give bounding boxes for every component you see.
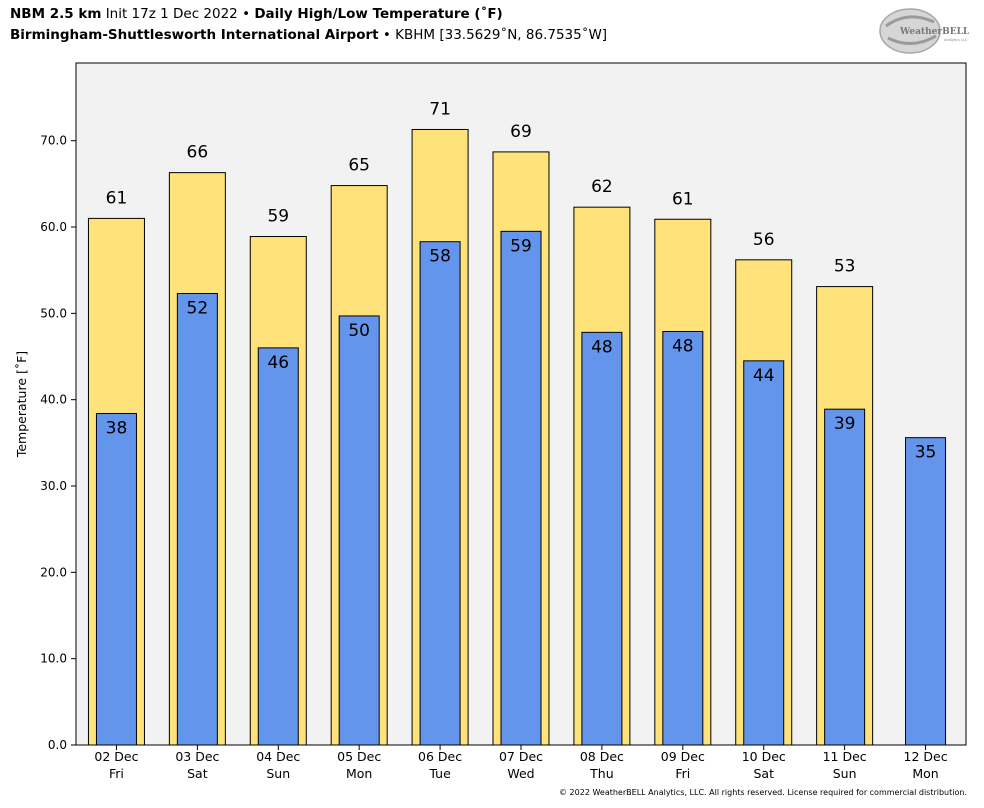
station-info: KBHM [33.5629˚N, 86.7535˚W]	[395, 27, 608, 43]
y-tick-label: 50.0	[40, 306, 67, 320]
low-value-label: 44	[753, 366, 775, 386]
low-bar	[824, 408, 866, 746]
low-value-label: 59	[510, 236, 532, 256]
x-tick-label-day: Sun	[266, 766, 290, 781]
x-tick-label-date: 05 Dec	[337, 749, 381, 764]
x-tick-label-day: Thu	[589, 766, 613, 781]
weatherbell-logo: WeatherBELL Analytics LLC	[878, 6, 970, 56]
x-tick-label-day: Mon	[912, 766, 938, 781]
y-tick-label: 20.0	[40, 565, 67, 579]
low-value-label: 38	[106, 418, 128, 438]
high-value-label: 61	[106, 188, 128, 208]
x-tick-label-date: 10 Dec	[742, 749, 786, 764]
low-value-label: 58	[429, 247, 451, 267]
x-tick-label-day: Sat	[187, 766, 208, 781]
low-value-label: 35	[915, 443, 937, 463]
low-bar	[419, 241, 461, 746]
low-value-label: 52	[187, 298, 209, 318]
x-tick-label-date: 03 Dec	[175, 749, 219, 764]
high-value-label: 53	[834, 257, 856, 277]
x-tick-label-day: Fri	[109, 766, 124, 781]
svg-text:WeatherBELL: WeatherBELL	[899, 27, 970, 37]
x-tick-label-day: Wed	[507, 766, 534, 781]
high-value-label: 62	[591, 177, 613, 197]
init-time: Init 17z 1 Dec 2022	[105, 6, 238, 22]
low-bar	[500, 230, 542, 746]
x-tick-label-date: 09 Dec	[661, 749, 705, 764]
model-name: NBM 2.5 km	[10, 6, 102, 22]
y-tick-label: 70.0	[40, 134, 67, 148]
product-name: Daily High/Low Temperature (˚F)	[254, 6, 503, 22]
chart-title-line2: Birmingham-Shuttlesworth International A…	[10, 27, 607, 43]
low-bar	[581, 331, 623, 746]
y-axis-label: Temperature [˚F]	[14, 351, 29, 458]
x-tick-label-date: 11 Dec	[823, 749, 867, 764]
x-tick-label-day: Sun	[833, 766, 857, 781]
x-tick-label-date: 06 Dec	[418, 749, 462, 764]
low-value-label: 46	[267, 353, 289, 373]
y-tick-label: 10.0	[40, 652, 67, 666]
low-bar	[338, 315, 380, 746]
copyright-notice: © 2022 WeatherBELL Analytics, LLC. All r…	[559, 788, 967, 797]
y-tick-label: 30.0	[40, 479, 67, 493]
low-bar	[662, 330, 704, 746]
low-bar	[743, 360, 785, 746]
x-tick-label-date: 12 Dec	[904, 749, 948, 764]
low-value-label: 39	[834, 414, 856, 434]
chart-title-line1: NBM 2.5 km Init 17z 1 Dec 2022 • Daily H…	[10, 6, 503, 22]
high-value-label: 71	[429, 99, 451, 119]
x-tick-label-day: Tue	[428, 766, 451, 781]
low-bar	[176, 292, 218, 746]
high-value-label: 69	[510, 122, 532, 142]
svg-text:Analytics LLC: Analytics LLC	[944, 38, 968, 42]
x-tick-label-date: 02 Dec	[94, 749, 138, 764]
low-value-label: 48	[591, 337, 613, 357]
x-tick-label-date: 08 Dec	[580, 749, 624, 764]
y-tick-label: 0.0	[48, 738, 67, 752]
x-tick-label-date: 04 Dec	[256, 749, 300, 764]
high-value-label: 66	[187, 143, 209, 163]
low-bar	[905, 437, 947, 746]
low-bar	[95, 412, 137, 746]
high-value-label: 65	[348, 156, 370, 176]
title-separator: •	[242, 6, 251, 22]
x-tick-label-day: Mon	[346, 766, 372, 781]
station-name: Birmingham-Shuttlesworth International A…	[10, 27, 379, 43]
x-tick-label-day: Fri	[675, 766, 690, 781]
high-value-label: 61	[672, 189, 694, 209]
x-tick-label-date: 07 Dec	[499, 749, 543, 764]
title-separator-2: •	[382, 27, 391, 43]
x-tick-label-day: Sat	[753, 766, 774, 781]
low-value-label: 48	[672, 336, 694, 356]
y-tick-label: 60.0	[40, 220, 67, 234]
high-value-label: 59	[267, 207, 289, 227]
high-value-label: 56	[753, 230, 775, 250]
low-value-label: 50	[348, 321, 370, 341]
low-bar	[257, 347, 299, 746]
y-tick-label: 40.0	[40, 393, 67, 407]
